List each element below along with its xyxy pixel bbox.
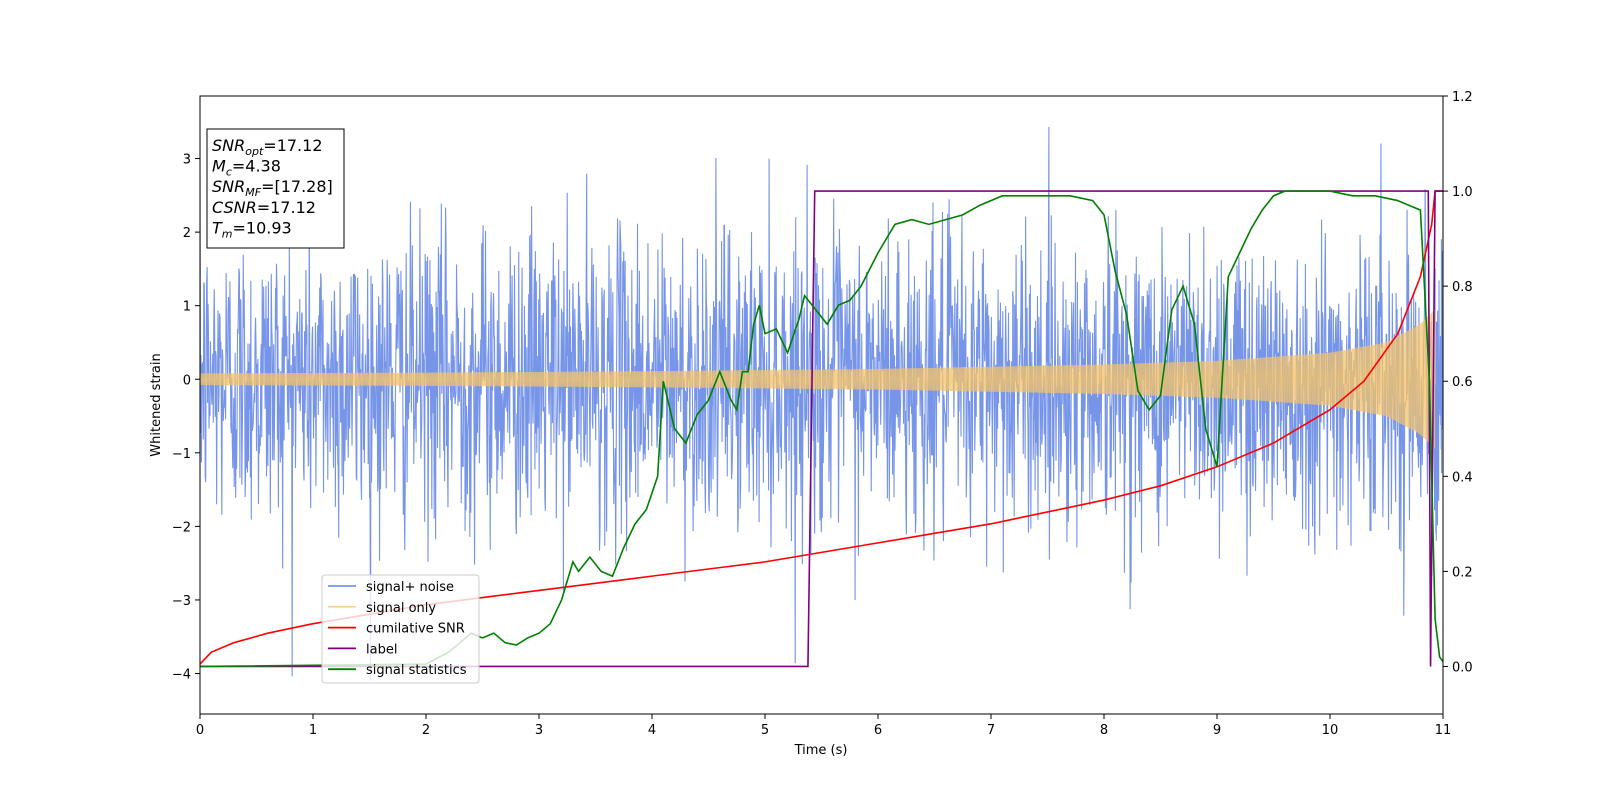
series-signal-statistics-line — [200, 190, 1443, 668]
x-tick-label: 1 — [309, 723, 317, 738]
info-box-line: SNRopt=17.12 — [212, 136, 323, 158]
legend-entry: label — [366, 642, 397, 657]
y-axis-right: 0.0 0.2 0.4 0.6 0.8 1.0 1.2 — [1443, 90, 1473, 675]
info-box-line: Tm=10.93 — [212, 218, 292, 240]
x-tick-label: 2 — [422, 723, 430, 738]
x-tick-label: 0 — [196, 723, 204, 738]
x-tick-label: 8 — [1100, 723, 1108, 738]
series-signal-only-band — [200, 309, 1436, 450]
x-axis: 0 1 2 3 4 5 6 7 8 9 10 11 — [196, 714, 1451, 738]
x-tick-label: 5 — [761, 723, 769, 738]
series-label-line — [200, 190, 1443, 668]
y-right-tick-label: 0.6 — [1452, 375, 1473, 390]
y-left-tick-label: 0 — [183, 373, 191, 388]
x-axis-label: Time (s) — [794, 743, 848, 758]
y-right-tick-label: 1.0 — [1452, 185, 1473, 200]
x-tick-label: 4 — [648, 723, 656, 738]
legend-entry: signal only — [366, 601, 436, 616]
plot-frame — [199, 95, 1444, 715]
y-left-tick-label: 3 — [183, 153, 191, 168]
y-right-tick-label: 0.4 — [1452, 470, 1473, 485]
info-box-line: SNRMF=[17.28] — [212, 177, 333, 199]
y-left-tick-label: −1 — [172, 447, 191, 462]
x-tick-label: 3 — [535, 723, 543, 738]
x-tick-label: 11 — [1435, 723, 1452, 738]
info-box-frame — [206, 128, 345, 249]
info-box: SNRopt=17.12Mc=4.38SNRMF=[17.28]CSNR=17.… — [206, 128, 345, 249]
x-tick-label: 10 — [1322, 723, 1339, 738]
y-left-tick-label: 1 — [183, 300, 191, 315]
legend: signal+ noise signal only cumilative SNR la… — [321, 574, 480, 684]
y-left-tick-label: −2 — [172, 520, 191, 535]
info-box-line: CSNR=17.12 — [212, 198, 316, 217]
x-tick-label: 7 — [987, 723, 995, 738]
y-right-tick-label: 0.8 — [1452, 280, 1473, 295]
x-tick-label: 9 — [1213, 723, 1221, 738]
y-left-tick-label: −3 — [172, 594, 191, 609]
x-tick-label: 6 — [874, 723, 882, 738]
y-right-tick-label: 0.2 — [1452, 565, 1473, 580]
legend-frame — [321, 574, 480, 684]
series-signal-only-line — [200, 309, 1436, 449]
legend-entry: cumilative SNR — [366, 622, 465, 637]
y-left-tick-label: 2 — [183, 226, 191, 241]
legend-entry: signal+ noise — [366, 580, 454, 595]
y-axis-left: −4 −3 −2 −1 0 1 2 3 — [172, 153, 200, 683]
y-right-tick-label: 0.0 — [1452, 660, 1473, 675]
y-right-tick-label: 1.2 — [1452, 90, 1473, 105]
y-left-tick-label: −4 — [172, 668, 191, 683]
info-box-line: Mc=4.38 — [212, 157, 281, 179]
legend-entry: signal statistics — [366, 663, 467, 678]
y-axis-label: Whitened strain — [149, 353, 164, 456]
